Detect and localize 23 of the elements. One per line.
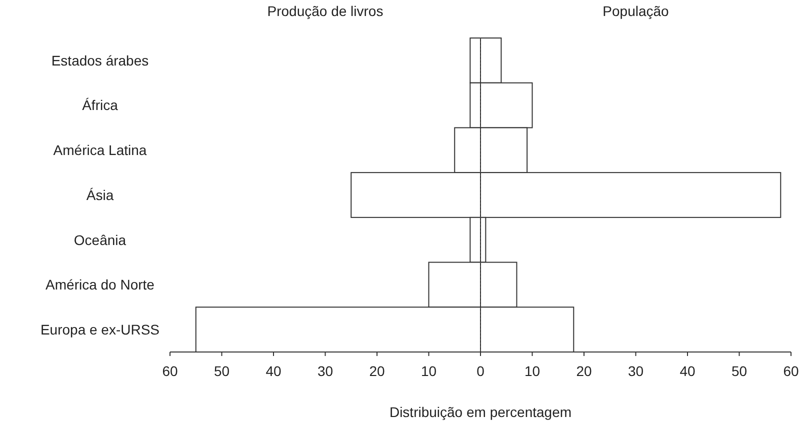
x-tick-label: 50	[731, 363, 748, 379]
x-tick-label: 40	[266, 363, 282, 379]
y-tick-label: Ásia	[86, 186, 114, 203]
x-tick-label: 60	[783, 363, 799, 379]
x-tick-label: 30	[317, 363, 334, 379]
x-tick-label: 60	[162, 363, 178, 379]
y-tick-label: América Latina	[53, 142, 147, 158]
x-tick-label: 40	[680, 363, 696, 379]
x-tick-label: 50	[214, 363, 230, 379]
text: População	[602, 3, 670, 19]
y-tick-label: África	[82, 97, 118, 114]
text: Produção de livros	[267, 3, 384, 19]
x-tick-label: 20	[576, 363, 592, 379]
x-tick-label: 0	[476, 363, 485, 379]
y-tick-label: América do Norte	[46, 276, 155, 293]
x-tick-label: 20	[369, 363, 385, 379]
x-tick-label: 10	[420, 363, 437, 379]
x-axis-title: Distribuição em percentagem	[389, 404, 572, 420]
x-tick-label: 30	[628, 363, 644, 379]
y-tick-label: Oceânia	[74, 232, 126, 248]
y-tick-label: Europa e ex-URSS	[40, 321, 160, 338]
y-tick-label: Estados árabes	[51, 52, 149, 68]
x-tick-label: 10	[524, 363, 540, 379]
